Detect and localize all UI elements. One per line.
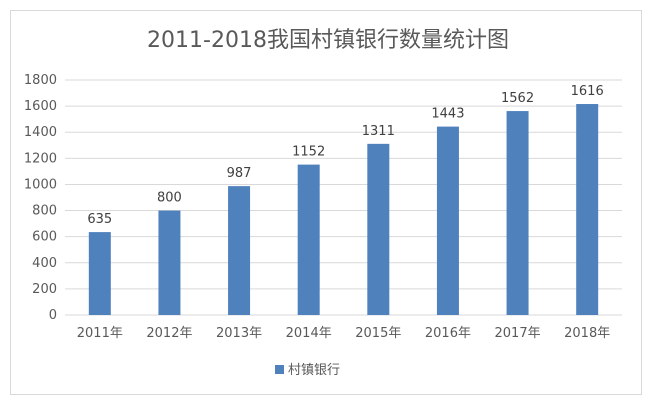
x-tick-label: 2016年 [425,326,471,341]
data-label: 987 [227,166,252,181]
x-axis-ticks: 2011年 2012年 2013年 2014年 2015年 2016年 2017年 2018年 [77,326,610,341]
bar [506,111,529,315]
data-labels: 635 800 987 1152 1311 1443 1562 1616 [87,84,603,227]
legend-label: 村镇银行 [288,363,340,378]
bar [436,126,459,315]
bar [297,164,320,315]
data-label: 1443 [431,107,464,122]
y-tick-label: 800 [32,204,57,219]
x-tick-label: 2017年 [495,326,541,341]
data-label: 1311 [362,124,395,139]
legend: 村镇银行 [275,363,340,378]
data-label: 1562 [501,91,534,106]
bar [88,232,111,315]
y-tick-label: 1400 [24,125,57,140]
y-tick-label: 1600 [24,99,57,114]
data-label: 635 [87,212,112,227]
bar [576,104,599,316]
y-tick-label: 200 [32,282,57,297]
data-label: 1152 [292,145,325,160]
legend-swatch [275,365,284,374]
data-label: 1616 [571,84,604,99]
y-tick-label: 1200 [24,151,57,166]
y-tick-label: 400 [32,256,57,271]
x-tick-label: 2018年 [564,326,610,341]
chart-frame [10,10,642,395]
x-tick-label: 2014年 [286,326,332,341]
gridlines [65,79,622,316]
y-tick-label: 0 [49,308,57,323]
y-axis-ticks: 0 200 400 600 800 1000 1200 1400 1600 1800 [24,73,57,323]
x-tick-label: 2015年 [355,326,401,341]
chart-title: 2011-2018我国村镇银行数量统计图 [147,28,509,53]
x-tick-label: 2013年 [216,326,262,341]
bar [228,186,251,315]
x-tick-label: 2012年 [146,326,192,341]
bars [88,104,599,316]
y-tick-label: 600 [32,230,57,245]
y-tick-label: 1800 [24,73,57,88]
data-label: 800 [157,191,182,206]
bar [158,210,181,315]
bar [367,143,390,315]
y-tick-label: 1000 [24,177,57,192]
x-tick-label: 2011年 [77,326,123,341]
